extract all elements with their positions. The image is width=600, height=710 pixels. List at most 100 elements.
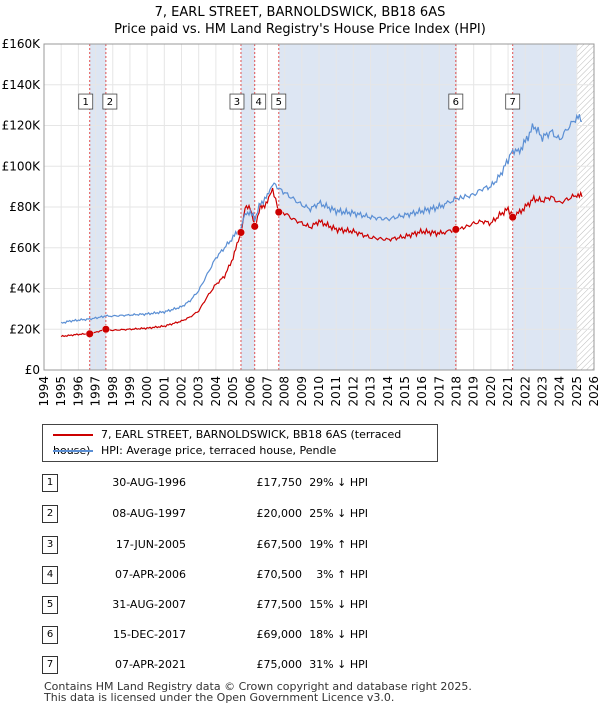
sale-label-number: 5 [276, 97, 282, 108]
sale-label-number: 7 [510, 97, 516, 108]
sale-point-marker [250, 222, 259, 231]
sale-label-number: 4 [256, 97, 262, 108]
x-tick-label: 2005 [226, 376, 240, 407]
sale-date: 08-AUG-1997 [112, 507, 186, 520]
sale-price: £69,000 [256, 628, 303, 641]
x-tick-label: 2011 [329, 376, 343, 407]
y-tick-label: £20K [9, 322, 41, 336]
x-tick-label: 2009 [295, 376, 309, 407]
sale-row: 3 17-JUN-2005 £67,500 19% ↑ HPI [42, 536, 562, 554]
sale-hpi-diff: 29% ↓ HPI [309, 476, 368, 489]
sale-price: £20,000 [256, 507, 303, 520]
sale-number-badge: 5 [42, 596, 58, 614]
footer-line-1: Contains HM Land Registry data © Crown c… [44, 680, 472, 693]
sale-price: £17,750 [256, 476, 303, 489]
sale-date: 31-AUG-2007 [112, 598, 186, 611]
x-tick-label: 2020 [484, 376, 498, 407]
sale-hpi-diff: 19% ↑ HPI [309, 538, 368, 551]
y-tick-label: £0 [25, 363, 40, 377]
title-line-2: Price paid vs. HM Land Registry's House … [114, 22, 486, 37]
legend-swatch-property [53, 434, 93, 436]
sale-date: 07-APR-2006 [114, 568, 186, 581]
sale-label-number: 6 [453, 97, 459, 108]
x-tick-label: 2017 [432, 376, 446, 407]
sale-label-number: 3 [234, 97, 240, 108]
x-tick-label: 1995 [54, 376, 68, 407]
legend-swatch-hpi [53, 450, 93, 452]
sale-row: 6 15-DEC-2017 £69,000 18% ↓ HPI [42, 626, 562, 644]
x-tick-label: 2001 [157, 376, 171, 407]
x-tick-label: 2025 [570, 376, 584, 407]
sale-number-badge: 3 [42, 536, 58, 554]
sale-number-badge: 6 [42, 626, 58, 644]
sale-label-number: 2 [107, 97, 113, 108]
y-tick-label: £120K [2, 119, 42, 133]
sale-number-badge: 7 [42, 656, 58, 674]
legend-item-hpi: HPI: Average price, terraced house, Pend… [53, 443, 336, 459]
x-tick-label: 2021 [501, 376, 515, 407]
hpi-line [60, 113, 583, 324]
sale-number-badge: 2 [42, 505, 58, 523]
x-tick-label: 1997 [89, 376, 103, 407]
sale-date: 07-APR-2021 [114, 658, 186, 671]
sale-price: £67,500 [256, 538, 303, 551]
x-tick-label: 2006 [243, 376, 257, 407]
footer-line-2: This data is licensed under the Open Gov… [44, 691, 395, 704]
sale-point-marker [101, 325, 110, 334]
legend-item-property: 7, EARL STREET, BARNOLDSWICK, BB18 6AS (… [53, 427, 437, 457]
sale-label-number: 1 [83, 97, 89, 108]
y-tick-label: £100K [2, 159, 42, 173]
y-tick-label: £40K [9, 282, 41, 296]
sale-label-box [251, 93, 267, 110]
sale-label-box [102, 93, 118, 110]
plot-area: £0 £20K £40K £60K £80K £100K £120K £140K £160K 19… [2, 37, 600, 407]
x-tick-label: 2022 [518, 376, 532, 407]
x-tick-label: 2010 [312, 376, 326, 407]
x-tick-label: 2019 [467, 376, 481, 407]
price-chart: £0 £20K £40K £60K £80K £100K £120K £140K £160K 19… [2, 37, 600, 407]
sale-hpi-diff: 18% ↓ HPI [309, 628, 368, 641]
x-tick-label: 2015 [398, 376, 412, 407]
sale-hpi-diff: 15% ↓ HPI [309, 598, 368, 611]
x-tick-label: 1999 [123, 376, 137, 407]
sale-label-box [78, 93, 94, 110]
x-tick-label: 2026 [587, 376, 600, 407]
sale-price: £70,500 [256, 568, 303, 581]
sale-point-marker [236, 228, 246, 237]
x-tick-label: 2012 [346, 376, 360, 407]
x-tick-label: 2014 [381, 376, 395, 407]
y-tick-label: £80K [9, 200, 41, 214]
x-tick-label: 1998 [106, 376, 120, 407]
sale-row: 1 30-AUG-1996 £17,750 29% ↓ HPI [42, 474, 562, 492]
x-tick-label: 2003 [192, 376, 206, 407]
sale-hpi-diff: 25% ↓ HPI [309, 507, 368, 520]
sale-label-box [448, 93, 464, 110]
x-tick-label: 2008 [278, 376, 292, 407]
sale-row: 4 07-APR-2006 £70,500 3% ↑ HPI [42, 566, 562, 584]
sale-number-badge: 1 [42, 474, 58, 492]
sale-date: 15-DEC-2017 [112, 628, 186, 641]
x-tick-label: 1994 [37, 376, 51, 407]
chart-title: 7, EARL STREET, BARNOLDSWICK, BB18 6AS P… [0, 4, 600, 38]
sale-number-badge: 4 [42, 566, 58, 584]
sale-point-marker [85, 329, 94, 338]
title-line-1: 7, EARL STREET, BARNOLDSWICK, BB18 6AS [154, 5, 446, 20]
property-price-line [60, 187, 583, 338]
x-tick-label: 2000 [140, 376, 154, 407]
x-tick-label: 2016 [415, 376, 429, 407]
y-tick-label: £60K [9, 241, 41, 255]
sale-point-marker [451, 225, 460, 234]
sale-row: 5 31-AUG-2007 £77,500 15% ↓ HPI [42, 596, 562, 614]
x-tick-label: 2007 [260, 376, 274, 407]
sale-date: 17-JUN-2005 [115, 538, 186, 551]
sale-label-box [505, 93, 521, 110]
sale-label-box [271, 93, 287, 110]
sale-price: £75,000 [256, 658, 303, 671]
y-tick-label: £140K [2, 78, 42, 92]
footer: Contains HM Land Registry data © Crown c… [44, 681, 472, 703]
y-tick-label: £160K [2, 37, 42, 51]
legend-label-hpi: HPI: Average price, terraced house, Pend… [101, 444, 337, 457]
sale-hpi-diff: 3% ↑ HPI [316, 568, 368, 581]
x-tick-label: 2004 [209, 376, 223, 407]
legend-label-property: 7, EARL STREET, BARNOLDSWICK, BB18 6AS (… [53, 428, 402, 457]
